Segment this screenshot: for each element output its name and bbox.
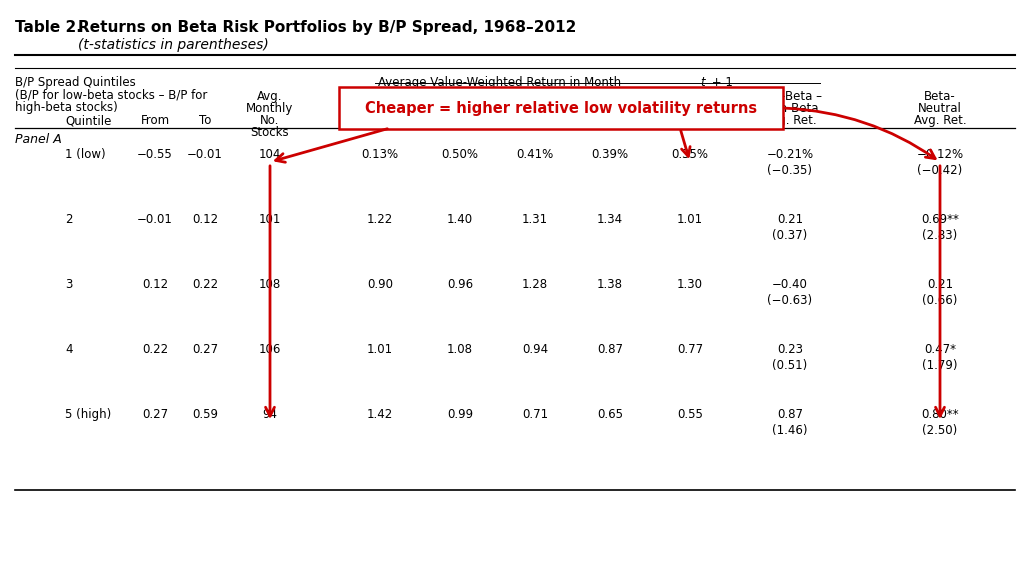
Text: 2: 2 (65, 213, 72, 226)
Text: 1: 1 (376, 102, 384, 115)
Text: (1.46): (1.46) (772, 424, 808, 437)
Text: (t-statistics in parentheses): (t-statistics in parentheses) (78, 38, 269, 52)
Text: 101: 101 (259, 213, 281, 226)
Text: 0.65: 0.65 (597, 408, 623, 421)
Text: (1.79): (1.79) (922, 359, 958, 372)
Text: Cheaper = higher relative low volatility returns: Cheaper = higher relative low volatility… (365, 101, 757, 115)
Text: 4: 4 (607, 102, 614, 115)
Text: 1.28: 1.28 (522, 278, 548, 291)
Text: Avg. Ret.: Avg. Ret. (763, 114, 817, 127)
Text: 0.47*: 0.47* (924, 343, 956, 356)
Text: 0.87: 0.87 (597, 343, 623, 356)
Text: 0.87: 0.87 (777, 408, 803, 421)
Text: 0.50%: 0.50% (442, 148, 479, 161)
Text: 0.22: 0.22 (192, 278, 218, 291)
Text: 0.27: 0.27 (192, 343, 218, 356)
Text: −0.01: −0.01 (137, 213, 173, 226)
Text: 1.38: 1.38 (597, 278, 623, 291)
FancyBboxPatch shape (339, 87, 783, 129)
Text: Neutral: Neutral (918, 102, 962, 115)
Text: 0.21: 0.21 (777, 213, 803, 226)
Text: 0.39%: 0.39% (591, 148, 628, 161)
Text: Avg.: Avg. (258, 90, 283, 103)
Text: 1.42: 1.42 (367, 408, 393, 421)
Text: 0.71: 0.71 (522, 408, 548, 421)
Text: 0.99: 0.99 (447, 408, 473, 421)
Text: Low-Beta –: Low-Beta – (758, 90, 822, 103)
Text: (−0.63): (−0.63) (767, 294, 813, 307)
Text: Quintile: Quintile (65, 114, 111, 127)
Text: Table 2.: Table 2. (15, 20, 81, 35)
Text: 108: 108 (259, 278, 281, 291)
Text: High-Beta: High-Beta (761, 102, 819, 115)
Text: 0.21: 0.21 (927, 278, 953, 291)
Text: 94: 94 (263, 408, 277, 421)
Text: From: From (140, 114, 170, 127)
Text: 5 (high): 5 (high) (65, 408, 111, 421)
Text: 1.08: 1.08 (447, 343, 473, 356)
Text: 0.96: 0.96 (447, 278, 473, 291)
Text: Stocks: Stocks (250, 126, 289, 139)
Text: 2: 2 (456, 102, 464, 115)
Text: 1.34: 1.34 (597, 213, 623, 226)
Text: 0.69**: 0.69** (921, 213, 959, 226)
Text: (B/P for low-beta stocks – B/P for: (B/P for low-beta stocks – B/P for (15, 89, 207, 102)
Text: −0.21%: −0.21% (766, 148, 814, 161)
Text: Avg. Ret.: Avg. Ret. (914, 114, 966, 127)
Text: Average Value-Weighted Return in Month: Average Value-Weighted Return in Month (378, 76, 625, 89)
Text: 0.27: 0.27 (142, 408, 168, 421)
Text: (0.51): (0.51) (772, 359, 808, 372)
Text: 104: 104 (259, 148, 281, 161)
Text: (0.37): (0.37) (772, 229, 808, 242)
Text: Beta-: Beta- (924, 90, 956, 103)
Text: (low beta): (low beta) (350, 114, 410, 127)
Text: 0.90: 0.90 (367, 278, 393, 291)
Text: Monthly: Monthly (246, 102, 294, 115)
Text: 0.23: 0.23 (777, 343, 803, 356)
Text: 5: 5 (686, 102, 693, 115)
Text: 0.12: 0.12 (192, 213, 218, 226)
Text: 1.01: 1.01 (677, 213, 703, 226)
Text: (2.83): (2.83) (923, 229, 958, 242)
Text: 0.55: 0.55 (677, 408, 702, 421)
Text: 1.40: 1.40 (447, 213, 473, 226)
Text: −0.12%: −0.12% (917, 148, 963, 161)
Text: (−0.35): (−0.35) (767, 164, 813, 177)
Text: 1.31: 1.31 (522, 213, 548, 226)
Text: 0.41%: 0.41% (516, 148, 554, 161)
Text: 1.22: 1.22 (367, 213, 393, 226)
Text: No.: No. (261, 114, 280, 127)
Text: 3: 3 (65, 278, 72, 291)
Text: (0.66): (0.66) (922, 294, 958, 307)
Text: 1.30: 1.30 (677, 278, 703, 291)
Text: high-beta stocks): high-beta stocks) (15, 101, 117, 114)
Text: 0.59: 0.59 (192, 408, 218, 421)
Text: 4: 4 (65, 343, 72, 356)
Text: + 1: + 1 (708, 76, 733, 89)
Text: 106: 106 (259, 343, 281, 356)
Text: (2.50): (2.50) (923, 424, 958, 437)
Text: 0.77: 0.77 (677, 343, 703, 356)
Text: 0.12: 0.12 (142, 278, 168, 291)
Text: 1 (low): 1 (low) (65, 148, 106, 161)
Text: To: To (199, 114, 211, 127)
Text: 0.35%: 0.35% (672, 148, 709, 161)
Text: −0.01: −0.01 (187, 148, 222, 161)
Text: (high beta): (high beta) (657, 114, 723, 127)
Text: −0.55: −0.55 (137, 148, 173, 161)
Text: 0.80**: 0.80** (921, 408, 959, 421)
Text: 0.13%: 0.13% (362, 148, 399, 161)
Text: −0.40: −0.40 (772, 278, 808, 291)
Text: t: t (700, 76, 705, 89)
Text: 1.01: 1.01 (367, 343, 393, 356)
Text: 0.22: 0.22 (142, 343, 168, 356)
Text: B/P Spread Quintiles: B/P Spread Quintiles (15, 76, 136, 89)
Text: Panel A: Panel A (15, 133, 62, 146)
Text: (−0.42): (−0.42) (918, 164, 963, 177)
Text: 3: 3 (531, 102, 539, 115)
Text: 0.94: 0.94 (522, 343, 548, 356)
Text: Returns on Beta Risk Portfolios by B/P Spread, 1968–2012: Returns on Beta Risk Portfolios by B/P S… (78, 20, 577, 35)
